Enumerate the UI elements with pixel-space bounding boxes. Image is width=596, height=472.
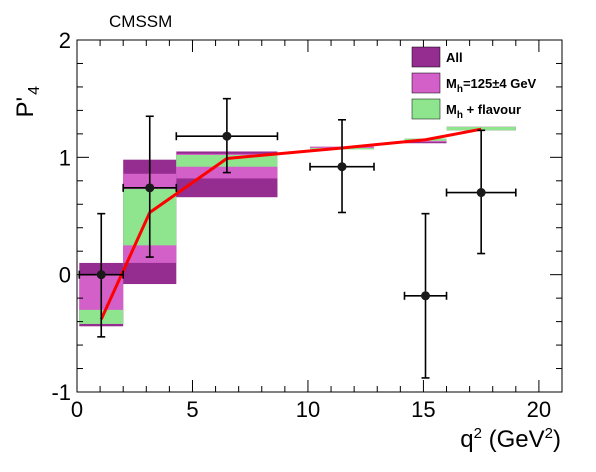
data-point-3	[309, 118, 375, 214]
legend-swatch-all	[411, 46, 441, 68]
data-marker-4	[421, 291, 431, 301]
prediction-line-group	[99, 127, 482, 320]
y-tick-label-1: 1	[59, 145, 71, 170]
data-marker-1	[145, 183, 155, 193]
band-flavour-5	[446, 126, 516, 131]
data-marker-5	[476, 188, 486, 198]
x-tick-label-0: 0	[71, 397, 83, 422]
data-point-1	[122, 115, 178, 258]
legend-swatch-higgs	[411, 72, 441, 94]
y-tick-label-0: 0	[59, 263, 71, 288]
data-points	[78, 97, 517, 379]
legend-label-flavour: Mh + flavour	[446, 102, 521, 121]
plot-frame	[76, 39, 563, 393]
x-tick-label-5: 5	[186, 397, 198, 422]
data-marker-2	[222, 131, 232, 141]
x-tick-label-10: 10	[296, 397, 320, 422]
y-tick-label--1: -1	[51, 380, 71, 405]
data-point-5	[445, 129, 517, 255]
y-axis-title: P'4	[12, 86, 43, 118]
legend: All Mh=125±4 GeV Mh + flavour	[411, 46, 537, 121]
data-marker-0	[96, 270, 106, 280]
cmssm-label: CMSSM	[109, 12, 172, 31]
legend-label-all: All	[446, 50, 463, 65]
x-tick-label-20: 20	[527, 397, 551, 422]
data-point-2	[175, 97, 279, 174]
data-marker-3	[337, 162, 347, 172]
x-axis-title: q2 (GeV2)	[460, 425, 561, 453]
legend-label-higgs: Mh=125±4 GeV	[446, 76, 537, 95]
prediction-line	[99, 127, 482, 320]
y-tick-label-2: 2	[59, 28, 71, 53]
x-tick-label-15: 15	[411, 397, 435, 422]
legend-swatch-flavour	[411, 98, 441, 120]
axes	[76, 39, 563, 393]
data-point-4	[403, 212, 448, 379]
